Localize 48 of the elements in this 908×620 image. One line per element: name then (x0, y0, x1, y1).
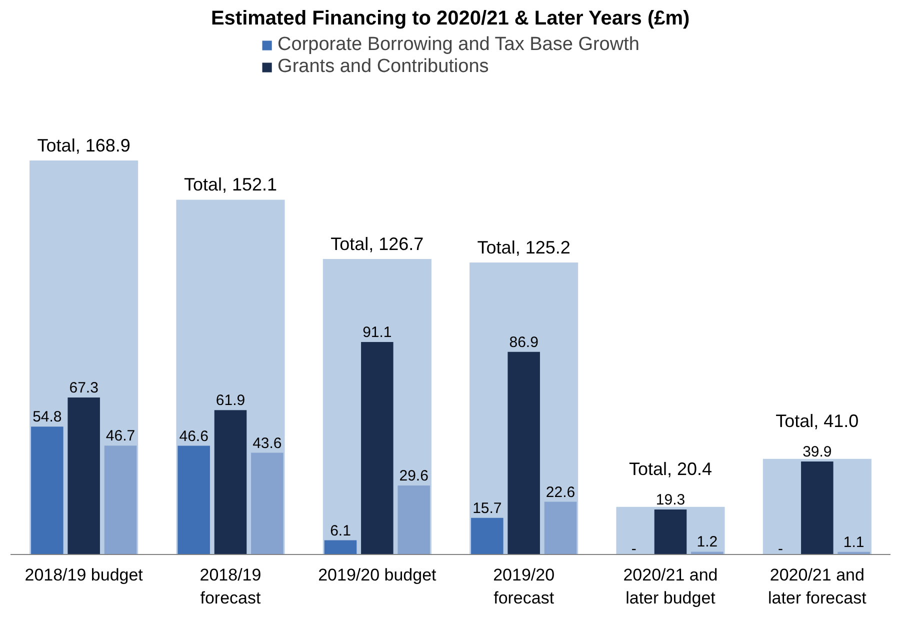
bar (104, 446, 137, 554)
x-tick-label: 2019/20 budget (318, 566, 437, 584)
bar (324, 540, 357, 554)
data-label: Total, 20.4 (628, 458, 712, 479)
data-label: 86.9 (509, 334, 538, 351)
data-label: 91.1 (362, 324, 392, 342)
bar (801, 461, 834, 554)
data-label: Total, 125.2 (477, 237, 570, 258)
x-tick-label: 2020/21 and later budget (623, 566, 718, 608)
data-label: Total, 168.9 (37, 136, 130, 156)
bar (654, 509, 687, 554)
data-label: 61.9 (216, 392, 246, 410)
data-label: 1.1 (843, 534, 864, 551)
data-label: 29.6 (399, 467, 428, 484)
bar (508, 352, 540, 554)
data-label: Total, 41.0 (776, 410, 859, 431)
legend-label: Grants and Contributions (278, 56, 489, 78)
data-label: 39.9 (802, 443, 832, 460)
x-tick-label: 2018/19 budget (24, 566, 144, 584)
data-label: 15.7 (472, 500, 502, 517)
data-label: Total, 126.7 (330, 234, 424, 254)
bar (251, 452, 284, 554)
bar (214, 410, 247, 554)
data-label: 19.3 (656, 491, 686, 508)
text: - (778, 540, 783, 558)
x-tick-label: 2018/19 forecast (200, 566, 262, 608)
legend-label: Corporate Borrowing and Tax Base Growth (278, 34, 640, 56)
text: - (631, 540, 636, 558)
data-label: 1.2 (696, 534, 718, 551)
bar (398, 485, 430, 554)
bar (68, 398, 100, 554)
chart-title: Estimated Financing to 2020/21 & Later Years (£m) (210, 8, 690, 30)
data-label: 43.6 (252, 434, 282, 452)
data-label: 22.6 (546, 484, 576, 501)
bar (361, 342, 394, 554)
data-label: 67.3 (69, 380, 98, 397)
data-label: 46.7 (106, 428, 136, 445)
bar (544, 502, 577, 554)
x-tick-label: 2019/20 forecast (493, 566, 555, 608)
bar (471, 518, 504, 554)
x-tick-label: 2020/21 and later forecast (768, 566, 867, 608)
data-label: 6.1 (330, 522, 351, 540)
data-label: 46.6 (179, 428, 208, 445)
data-label: Total, 152.1 (184, 174, 278, 195)
bar (691, 552, 724, 554)
data-label: 54.8 (32, 408, 62, 426)
bar (178, 446, 210, 554)
bar (31, 426, 64, 554)
